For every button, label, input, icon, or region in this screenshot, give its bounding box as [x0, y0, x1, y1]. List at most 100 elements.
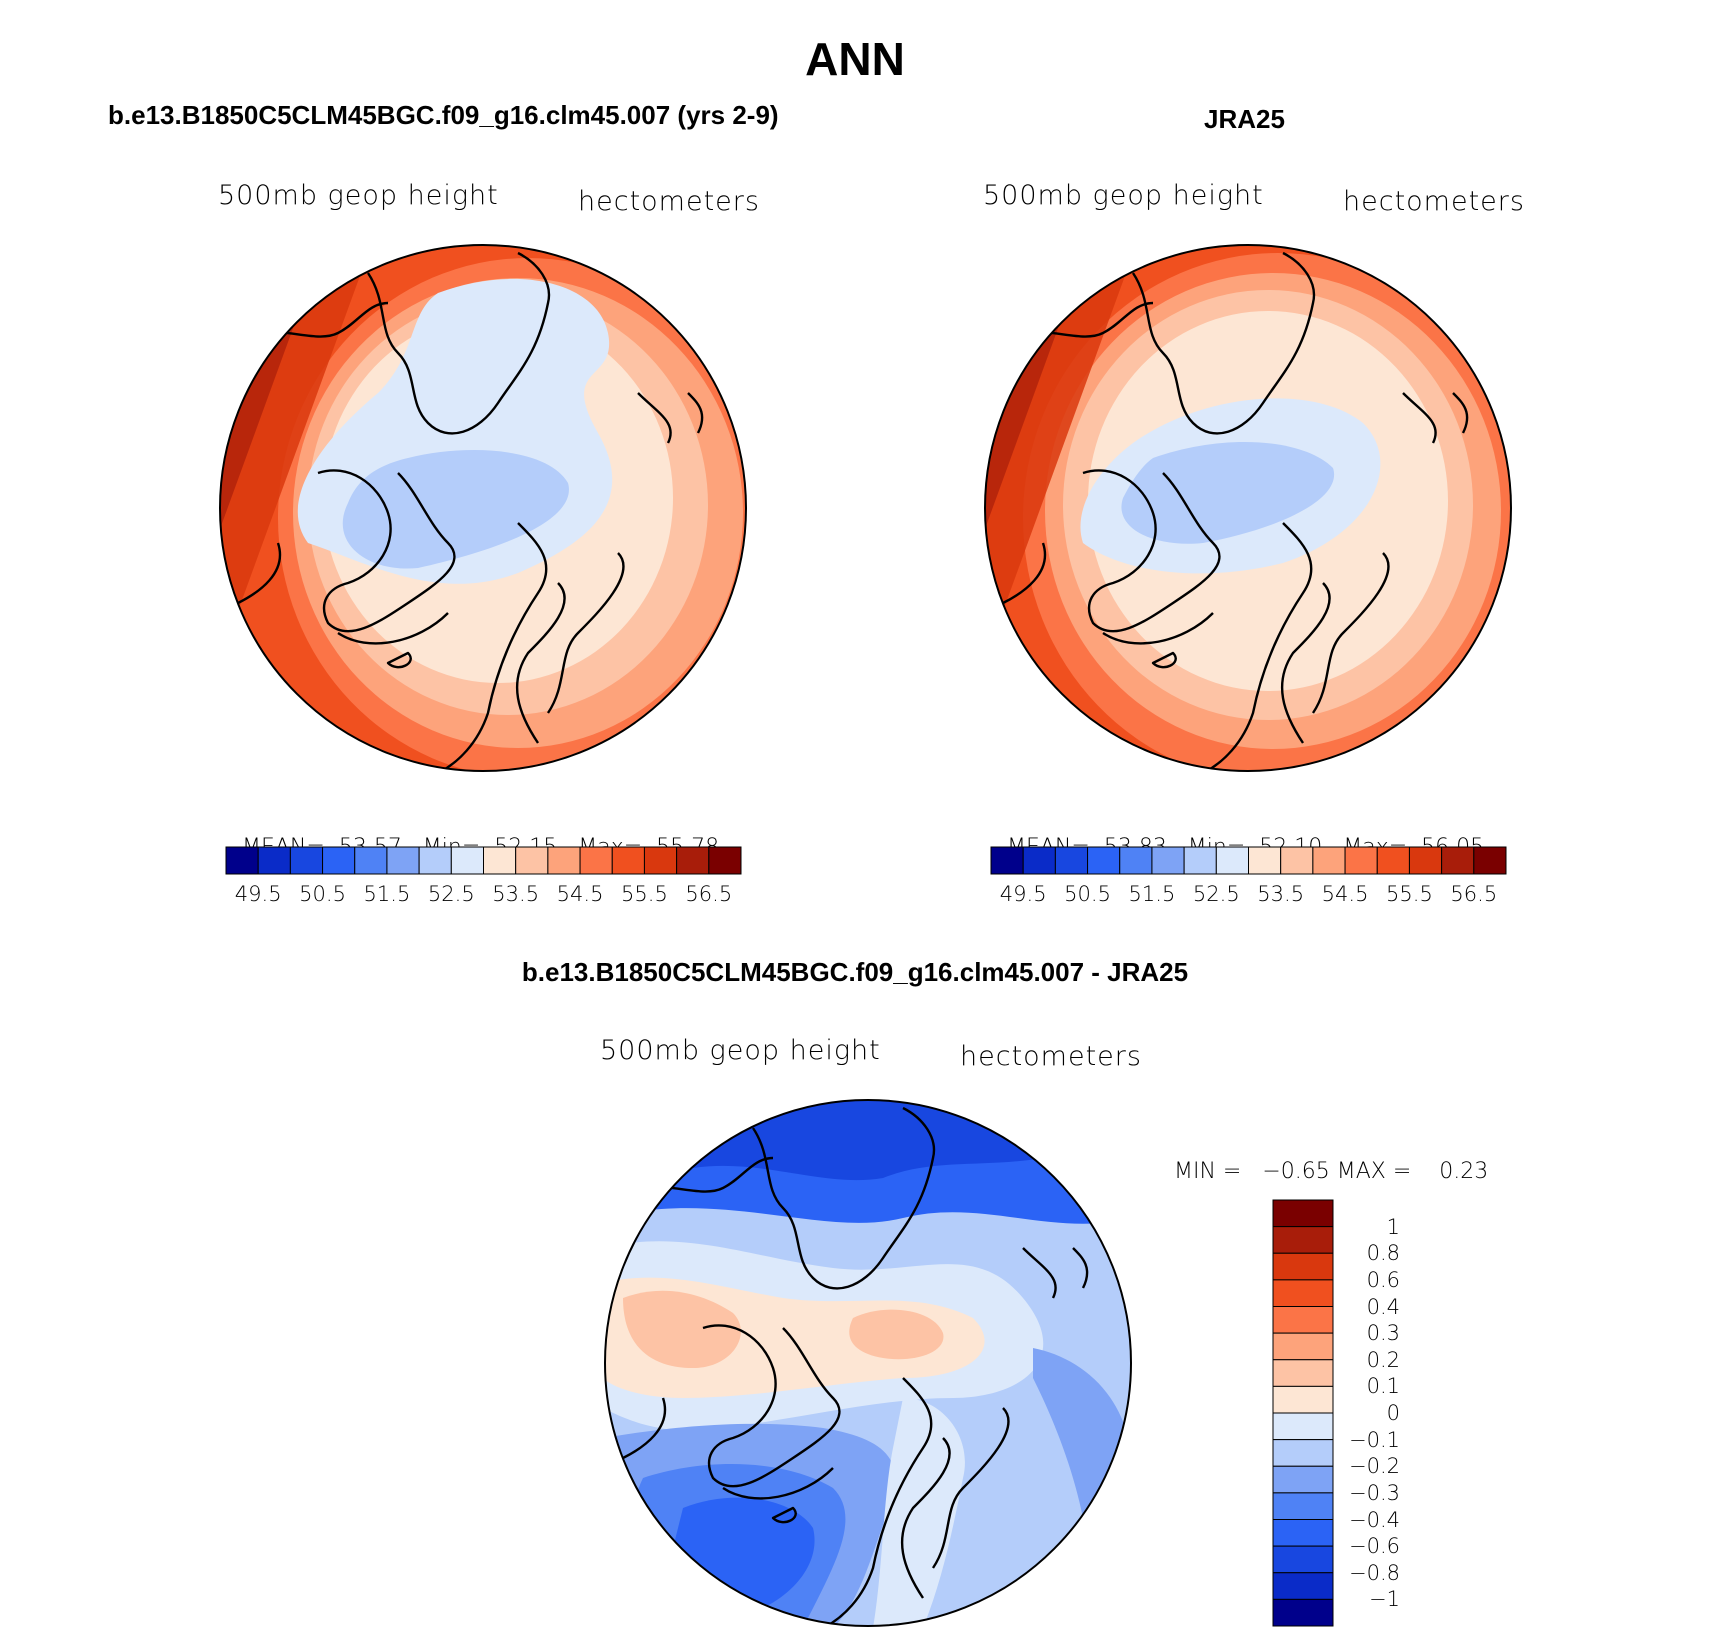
colorbar-tick-label: −1: [1369, 1587, 1400, 1612]
panel-diff-title: b.e13.B1850C5CLM45BGC.f09_g16.clm45.007 …: [521, 957, 1189, 987]
colorbar-tick-label: 49.5: [999, 882, 1047, 906]
colorbar-box: [1441, 846, 1475, 875]
colorbar-tick-label: −0.8: [1349, 1560, 1400, 1585]
colorbar-tick-label: 0.8: [1366, 1241, 1400, 1266]
panel-model-units: hectometers: [578, 186, 760, 217]
panel-model-variable: 500mb geop height: [218, 180, 499, 211]
colorbar-box: [1280, 846, 1314, 875]
colorbar-box: [1272, 1332, 1334, 1361]
colorbar-box: [1312, 846, 1346, 875]
max-value: 0.23: [1439, 1159, 1489, 1184]
colorbar-tick-label: 51.5: [1128, 882, 1176, 906]
colorbar-tick-label: 55.5: [621, 882, 668, 906]
panel-obs-colorbar-labels: 49.5 50.5 51.5 52.5 53.5 54.5 55.5 56.5: [991, 882, 1506, 912]
colorbar-box: [322, 846, 356, 875]
colorbar-box: [1272, 1439, 1334, 1467]
colorbar-box: [354, 846, 388, 875]
colorbar-tick-label: 1: [1386, 1214, 1400, 1239]
max-label: MAX =: [1336, 1159, 1412, 1184]
panel-obs-map: [984, 244, 1512, 772]
colorbar-box: [289, 846, 324, 875]
colorbar-box: [1272, 1226, 1334, 1254]
panel-diff-map: [604, 1099, 1132, 1627]
colorbar-box: [418, 846, 452, 875]
colorbar-box: [1376, 846, 1410, 875]
colorbar-box: [611, 846, 645, 875]
colorbar-tick-label: 50.5: [299, 882, 346, 906]
panel-obs-variable: 500mb geop height: [983, 180, 1264, 211]
colorbar-box: [708, 846, 742, 875]
colorbar-box: [579, 846, 613, 875]
colorbar-box: [1248, 846, 1282, 875]
panel-model-title: b.e13.B1850C5CLM45BGC.f09_g16.clm45.007 …: [108, 100, 779, 130]
colorbar-tick-label: 54.5: [556, 882, 604, 906]
colorbar-box: [1473, 846, 1507, 875]
colorbar-tick-label: −0.6: [1349, 1534, 1400, 1559]
colorbar-tick-label: 0.3: [1366, 1321, 1400, 1346]
panel-obs-title: JRA25: [1204, 104, 1285, 134]
colorbar-tick-label: 50.5: [1064, 882, 1111, 906]
colorbar-tick-label: −0.2: [1349, 1454, 1400, 1479]
colorbar-tick-label: 0.4: [1366, 1294, 1400, 1319]
colorbar-tick-label: 51.5: [363, 882, 411, 906]
colorbar-box: [1272, 1465, 1334, 1494]
min-value: −0.65: [1262, 1159, 1330, 1184]
colorbar-box: [1215, 846, 1249, 875]
colorbar-box: [386, 846, 420, 875]
panel-model-colorbar-labels: 49.5 50.5 51.5 52.5 53.5 54.5 55.5 56.5: [226, 882, 741, 912]
colorbar-tick-label: 53.5: [492, 882, 540, 906]
panel-diff-stats: MIN = −0.65 MAX = 0.23: [1160, 1134, 1488, 1184]
colorbar-tick-label: 54.5: [1321, 882, 1369, 906]
panel-diff-variable: 500mb geop height: [600, 1035, 881, 1066]
min-label: MIN =: [1174, 1159, 1242, 1184]
colorbar-box: [1022, 846, 1056, 875]
colorbar-box: [1272, 1385, 1334, 1414]
panel-model-map: [219, 244, 747, 772]
colorbar-box: [1344, 846, 1378, 875]
colorbar-box: [1272, 1359, 1334, 1387]
colorbar-box: [1272, 1306, 1334, 1334]
colorbar-tick-label: 55.5: [1386, 882, 1433, 906]
colorbar-box: [1272, 1492, 1334, 1520]
colorbar-box: [1408, 846, 1443, 875]
colorbar-tick-label: 53.5: [1257, 882, 1305, 906]
colorbar-box: [1272, 1199, 1334, 1228]
colorbar-box: [450, 846, 484, 875]
colorbar-box: [547, 846, 581, 875]
colorbar-box: [1272, 1545, 1334, 1574]
colorbar-box: [1272, 1519, 1334, 1547]
colorbar-box: [1272, 1252, 1334, 1281]
colorbar-tick-label: 0.1: [1366, 1374, 1400, 1399]
colorbar-tick-label: 56.5: [685, 882, 733, 906]
colorbar-box: [1087, 846, 1121, 875]
panel-diff-units: hectometers: [960, 1041, 1142, 1072]
colorbar-box: [483, 846, 517, 875]
colorbar-tick-label: 52.5: [1192, 882, 1240, 906]
colorbar-tick-label: 0: [1386, 1401, 1400, 1425]
colorbar-box: [257, 846, 291, 875]
colorbar-box: [990, 846, 1024, 875]
figure-title: ANN: [805, 33, 905, 85]
colorbar-tick-label: −0.4: [1349, 1507, 1400, 1532]
panel-obs-colorbar: [990, 846, 1507, 875]
panel-obs-units: hectometers: [1343, 186, 1525, 217]
panel-diff-colorbar: [1272, 1199, 1334, 1627]
colorbar-tick-label: −0.3: [1349, 1480, 1400, 1505]
colorbar-box: [1272, 1572, 1334, 1600]
panel-model-colorbar: [225, 846, 742, 875]
colorbar-tick-label: 0.6: [1366, 1267, 1400, 1292]
colorbar-box: [643, 846, 678, 875]
colorbar-box: [1272, 1412, 1334, 1441]
colorbar-box: [1183, 846, 1217, 875]
colorbar-box: [1119, 846, 1153, 875]
colorbar-box: [676, 846, 710, 875]
colorbar-box: [1272, 1598, 1334, 1627]
colorbar-box: [515, 846, 549, 875]
panel-diff-colorbar-labels: 1 0.8 0.6 0.4 0.3 0.2 0.1 0 −0.1 −0.2 −0.3 −0.4 −0.6…: [1344, 1199, 1424, 1627]
colorbar-box: [1054, 846, 1089, 875]
colorbar-box: [1272, 1279, 1334, 1307]
colorbar-tick-label: 49.5: [234, 882, 282, 906]
colorbar-tick-label: 56.5: [1450, 882, 1498, 906]
colorbar-tick-label: −0.1: [1349, 1427, 1400, 1452]
colorbar-box: [225, 846, 259, 875]
